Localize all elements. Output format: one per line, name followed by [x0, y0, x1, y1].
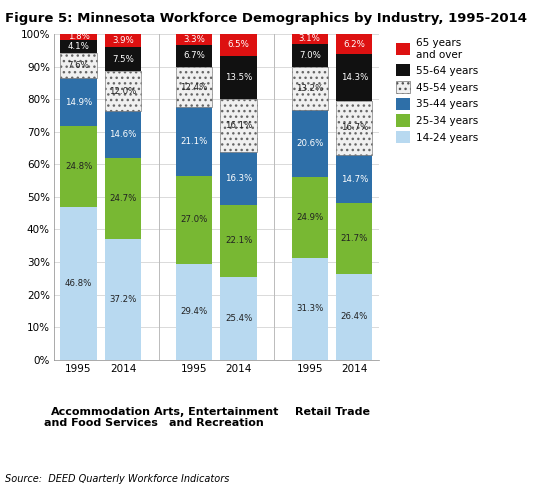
- Text: 6.7%: 6.7%: [183, 52, 205, 60]
- Bar: [220, 35, 257, 55]
- Bar: [105, 47, 141, 71]
- Text: 21.7%: 21.7%: [340, 234, 368, 243]
- Text: 12.0%: 12.0%: [109, 87, 137, 96]
- Bar: [220, 100, 257, 152]
- Text: Retail Trade: Retail Trade: [294, 407, 370, 417]
- Text: 20.6%: 20.6%: [296, 139, 324, 148]
- Bar: [61, 78, 97, 126]
- Bar: [176, 45, 213, 67]
- Bar: [336, 34, 372, 54]
- Bar: [61, 126, 97, 207]
- Bar: [336, 54, 372, 101]
- Text: 7.5%: 7.5%: [112, 55, 134, 64]
- Text: 16.7%: 16.7%: [340, 123, 368, 133]
- Text: 24.7%: 24.7%: [109, 194, 137, 203]
- Bar: [220, 152, 257, 205]
- Bar: [220, 205, 257, 277]
- Bar: [61, 53, 97, 78]
- Bar: [336, 203, 372, 274]
- Bar: [61, 207, 97, 360]
- Bar: [105, 239, 141, 360]
- Bar: [292, 176, 328, 258]
- Bar: [176, 176, 213, 264]
- Text: 31.3%: 31.3%: [296, 304, 324, 313]
- Bar: [292, 44, 328, 67]
- Text: Arts, Entertainment
and Recreation: Arts, Entertainment and Recreation: [154, 407, 279, 429]
- Text: 29.4%: 29.4%: [181, 307, 208, 316]
- Text: 6.2%: 6.2%: [344, 40, 365, 49]
- Text: 27.0%: 27.0%: [181, 215, 208, 225]
- Text: 7.6%: 7.6%: [68, 61, 89, 70]
- Text: 3.9%: 3.9%: [112, 36, 134, 45]
- Text: 14.9%: 14.9%: [65, 98, 92, 107]
- Text: 37.2%: 37.2%: [109, 295, 137, 304]
- Bar: [176, 107, 213, 176]
- Text: 7.0%: 7.0%: [299, 51, 321, 60]
- Text: 14.7%: 14.7%: [340, 174, 368, 184]
- Legend: 65 years
and over, 55-64 years, 45-54 years, 35-44 years, 25-34 years, 14-24 yea: 65 years and over, 55-64 years, 45-54 ye…: [394, 36, 480, 145]
- Text: 24.9%: 24.9%: [296, 213, 324, 222]
- Text: 26.4%: 26.4%: [340, 312, 368, 321]
- Bar: [176, 264, 213, 360]
- Bar: [105, 110, 141, 158]
- Text: 6.5%: 6.5%: [228, 40, 249, 50]
- Text: 3.3%: 3.3%: [183, 35, 205, 44]
- Text: 14.3%: 14.3%: [340, 73, 368, 82]
- Text: 1.8%: 1.8%: [68, 33, 89, 41]
- Bar: [292, 34, 328, 44]
- Bar: [292, 109, 328, 176]
- Text: Accommodation
and Food Services: Accommodation and Food Services: [44, 407, 158, 429]
- Bar: [336, 274, 372, 360]
- Bar: [336, 155, 372, 203]
- Text: 46.8%: 46.8%: [65, 279, 93, 288]
- Bar: [61, 40, 97, 53]
- Bar: [220, 55, 257, 100]
- Text: 4.1%: 4.1%: [68, 42, 89, 51]
- Bar: [336, 101, 372, 155]
- Text: 16.1%: 16.1%: [225, 121, 252, 130]
- Text: 25.4%: 25.4%: [225, 314, 252, 323]
- Text: 24.8%: 24.8%: [65, 162, 93, 172]
- Text: 22.1%: 22.1%: [225, 237, 252, 245]
- Text: 16.3%: 16.3%: [225, 174, 252, 183]
- Text: 12.4%: 12.4%: [181, 83, 208, 91]
- Bar: [105, 71, 141, 110]
- Bar: [105, 35, 141, 47]
- Bar: [220, 277, 257, 360]
- Text: 3.1%: 3.1%: [299, 34, 321, 43]
- Text: 14.6%: 14.6%: [109, 130, 137, 139]
- Text: 13.5%: 13.5%: [225, 73, 252, 82]
- Bar: [176, 67, 213, 107]
- Text: Source:  DEED Quarterly Workforce Indicators: Source: DEED Quarterly Workforce Indicat…: [5, 473, 230, 484]
- Bar: [176, 35, 213, 45]
- Text: 13.2%: 13.2%: [296, 84, 324, 92]
- Bar: [292, 67, 328, 109]
- Text: Figure 5: Minnesota Workforce Demographics by Industry, 1995-2014: Figure 5: Minnesota Workforce Demographi…: [5, 12, 527, 25]
- Bar: [292, 258, 328, 360]
- Bar: [105, 158, 141, 239]
- Text: 21.1%: 21.1%: [181, 137, 208, 146]
- Bar: [61, 34, 97, 40]
